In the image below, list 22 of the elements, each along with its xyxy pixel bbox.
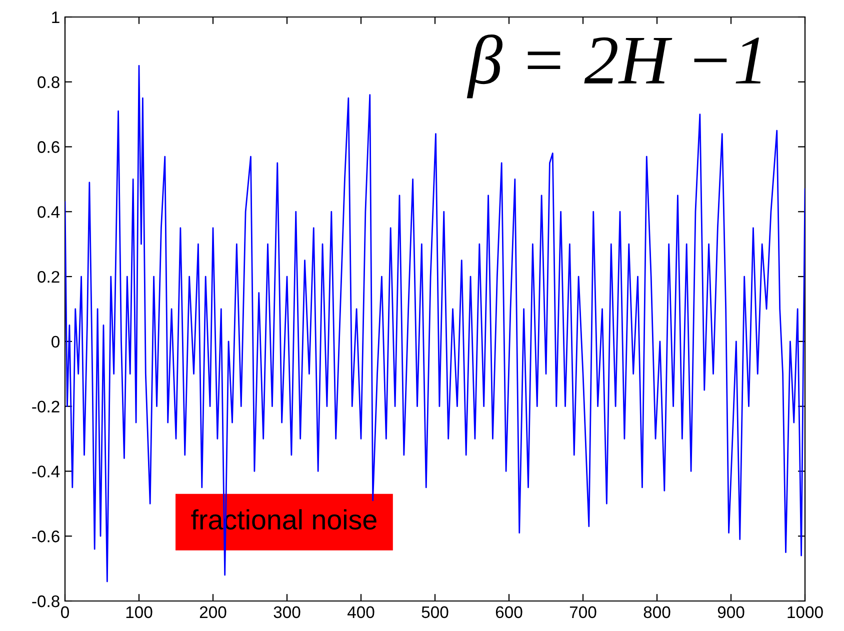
x-tick-label: 0: [61, 606, 69, 618]
x-tick-label: 400: [347, 606, 374, 618]
x-tick-label: 100: [126, 606, 152, 618]
y-tick-label: 0.8: [38, 76, 60, 88]
x-tick-label: 700: [570, 606, 596, 618]
x-tick-label: 500: [422, 606, 448, 618]
y-tick-label: -0.6: [32, 530, 60, 542]
x-tick-label: 200: [200, 606, 226, 618]
x-tick-label: 900: [718, 606, 744, 618]
x-tick-label: 800: [644, 606, 670, 618]
y-tick-label: 1: [52, 12, 60, 24]
annotation: β = 2H −1: [466, 34, 761, 98]
y-tick-label: 0: [52, 336, 60, 348]
x-tick-label: 600: [496, 606, 522, 618]
y-tick-label: 0.2: [38, 270, 60, 283]
y-tick-label: -0.2: [32, 400, 60, 413]
y-tick-label: -0.4: [32, 466, 60, 478]
y-tick-label: 0.4: [38, 206, 60, 218]
y-tick-label: 0.6: [38, 141, 60, 153]
x-tick-label: 300: [274, 606, 300, 618]
x-tick-label: 1000: [788, 606, 823, 618]
y-tick-label: -0.8: [32, 595, 60, 608]
